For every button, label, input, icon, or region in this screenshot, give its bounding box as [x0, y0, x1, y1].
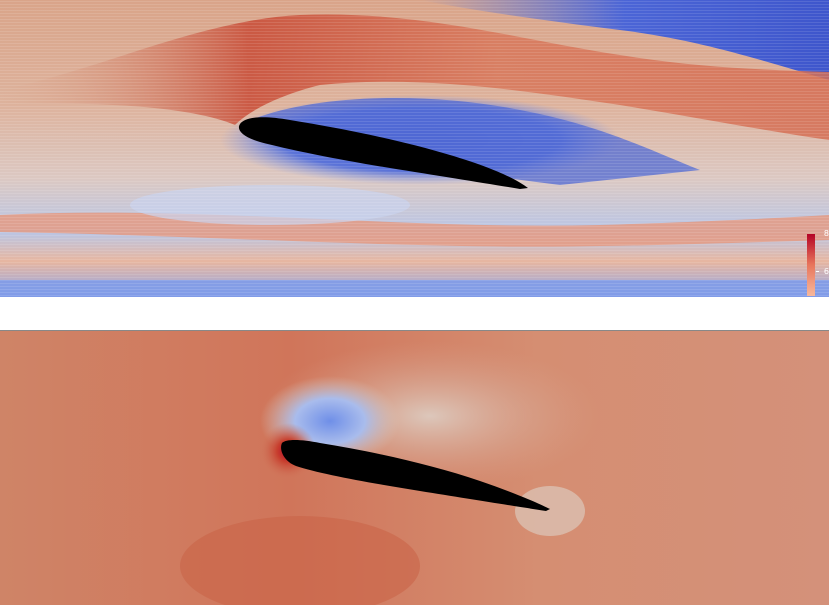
- trailing-edge-region: [515, 486, 585, 536]
- colorbar-max-label: 8: [823, 229, 829, 238]
- airfoil-body: [281, 440, 550, 511]
- streamlines-panel: 8 6: [0, 0, 829, 297]
- colorbar-tick: [816, 271, 819, 272]
- lower-high-region: [180, 516, 420, 605]
- pressure-panel: [0, 330, 829, 605]
- colorbar-mid-label: 6: [823, 267, 829, 276]
- scalar-field-view: [0, 331, 829, 605]
- airfoil-body: [238, 117, 528, 189]
- streamlines-view: [0, 0, 829, 297]
- colorbar: [807, 234, 815, 296]
